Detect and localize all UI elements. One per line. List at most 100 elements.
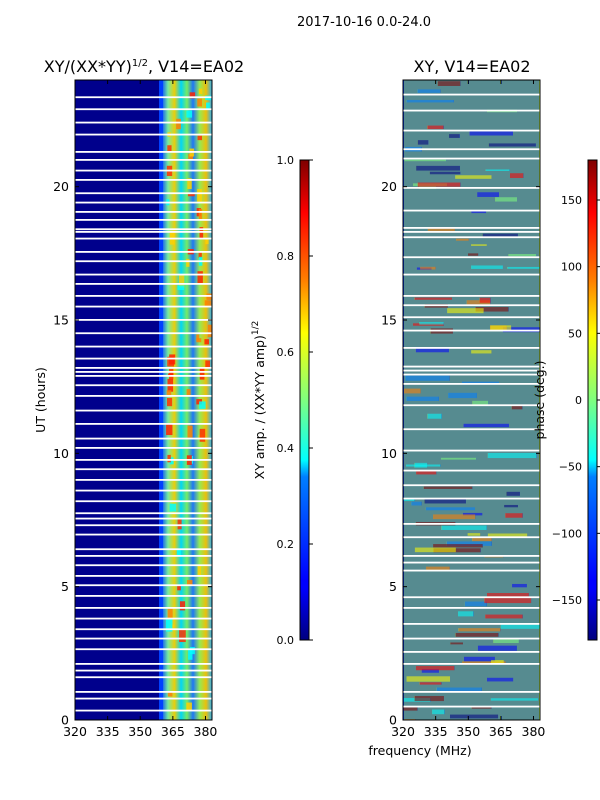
amplitude-gap-line — [75, 564, 212, 567]
amplitude-hot-spot — [186, 702, 192, 712]
amplitude-hot-spot — [198, 88, 203, 95]
phase-texture-strip — [433, 544, 483, 548]
phase-texture-strip — [403, 498, 415, 502]
phase-gap-line — [403, 607, 540, 609]
amplitude-gap-line — [75, 231, 212, 233]
x-axis-label: frequency (MHz) — [368, 743, 471, 758]
amplitude-hot-spot — [186, 389, 191, 396]
phase-texture-strip — [447, 308, 484, 314]
amplitude-flagged-gaps — [75, 96, 212, 712]
amplitude-y-tick-label: 0 — [61, 713, 69, 728]
amplitude-gap-line — [75, 517, 212, 520]
amplitude-hot-spot — [188, 153, 194, 160]
amplitude-axes-frame — [74, 79, 213, 721]
phase-texture-strip — [405, 375, 450, 381]
amplitude-hot-spot — [187, 425, 193, 438]
amplitude-hot-spot — [199, 401, 206, 409]
phase-colorbar: 150 100 50 0 −50 −100 −150 phase (deg.) — [532, 159, 600, 641]
phase-y-tick-label: 10 — [381, 446, 397, 461]
phase-texture-strip — [446, 541, 492, 546]
amplitude-hot-spot — [206, 102, 210, 110]
phase-texture-strip — [458, 628, 501, 632]
amplitude-gap-line — [75, 345, 212, 348]
phase-texture-strip — [471, 265, 503, 269]
phase-gap-line — [403, 109, 540, 112]
phase-texture-strip — [424, 499, 466, 504]
amplitude-gap-line — [75, 524, 212, 527]
amplitude-hot-spot — [187, 580, 193, 586]
phase-texture-strip — [449, 134, 460, 138]
amplitude-gap-line — [75, 371, 212, 373]
amplitude-gap-line — [75, 179, 212, 181]
amplitude-colorbar: 0.0 0.2 0.4 0.6 0.8 1.0 XY amp. / (XX*YY amp)… — [251, 154, 313, 647]
phase-texture-strip — [472, 400, 489, 406]
amplitude-gap-line — [75, 489, 212, 492]
amplitude-colorbar-fill — [299, 159, 310, 641]
phase-texture-strip — [425, 566, 450, 571]
phase-texture-strip — [511, 406, 523, 410]
amplitude-gap-line — [75, 548, 212, 551]
amplitude-colorbar-tick-label: 1.0 — [277, 154, 295, 167]
phase-gap-line — [403, 536, 540, 539]
amplitude-y-tick-label: 20 — [53, 179, 69, 194]
amplitude-hot-spot — [186, 110, 193, 118]
amplitude-hot-spot — [167, 373, 174, 377]
phase-texture-strip — [472, 536, 492, 542]
phase-gap-line — [403, 236, 540, 239]
amplitude-hot-spots — [166, 88, 212, 712]
amplitude-gap-line — [75, 228, 212, 231]
phase-texture-strip — [463, 423, 509, 428]
amplitude-hot-spot — [167, 145, 172, 153]
amplitude-hot-spot — [179, 601, 186, 611]
phase-texture-strip — [450, 642, 463, 645]
amplitude-hot-spot — [188, 650, 193, 660]
amplitude-gap-line — [75, 273, 212, 276]
amplitude-hot-spot — [205, 238, 209, 245]
phase-texture-strip — [427, 413, 442, 419]
phase-colorbar-tick-label: 100 — [561, 261, 582, 274]
amplitude-hot-spot — [189, 92, 196, 99]
amplitude-panel-title: XY/(XX*YY)1/2, V14=EA02 — [44, 57, 244, 76]
amplitude-gap-line — [75, 260, 212, 263]
amplitude-colorbar-tick-label: 0.8 — [277, 250, 295, 263]
amplitude-gap-line — [75, 709, 212, 712]
phase-gap-line — [403, 691, 540, 693]
amplitude-gap-line — [75, 357, 212, 360]
amplitude-hot-spot — [169, 503, 177, 512]
amplitude-hot-spot — [178, 275, 185, 288]
amplitude-hot-spot — [199, 367, 205, 380]
amplitude-gap-line — [75, 584, 212, 587]
amplitude-gap-line — [75, 319, 212, 321]
phase-texture-strip — [411, 501, 422, 506]
phase-gap-line — [403, 663, 540, 665]
phase-texture-strip — [419, 682, 442, 685]
phase-gap-line — [403, 129, 540, 132]
phase-texture-strip — [406, 99, 454, 103]
amplitude-gap-line — [75, 468, 212, 471]
phase-texture-strip — [404, 388, 421, 394]
phase-texture-strip — [469, 130, 513, 136]
amplitude-x-tick-label: 335 — [96, 724, 120, 739]
amplitude-hot-spot — [167, 454, 171, 463]
phase-gap-line — [403, 347, 540, 349]
phase-gap-line — [403, 329, 540, 332]
phase-colorbar-tick-label: −100 — [552, 527, 582, 540]
phase-heatmap-texture — [403, 81, 540, 720]
phase-gap-line — [403, 428, 540, 431]
phase-colorbar-tick-label: 150 — [561, 194, 582, 207]
phase-texture-strip — [414, 462, 428, 468]
phase-texture-strip — [467, 533, 481, 536]
amplitude-gap-line — [75, 295, 212, 297]
phase-texture-strip — [420, 266, 436, 270]
amplitude-gap-line — [75, 395, 212, 397]
phase-texture-strip — [486, 593, 529, 598]
amplitude-hot-spot — [177, 585, 181, 591]
phase-texture-strip — [414, 695, 444, 702]
amplitude-hot-spot — [197, 189, 202, 202]
phase-texture-strip — [475, 307, 509, 312]
amplitude-gap-line — [75, 237, 212, 240]
phase-gap-line — [403, 148, 540, 151]
phase-gap-line — [403, 555, 540, 557]
amplitude-hot-spot — [177, 285, 185, 290]
amplitude-gap-line — [75, 251, 212, 253]
